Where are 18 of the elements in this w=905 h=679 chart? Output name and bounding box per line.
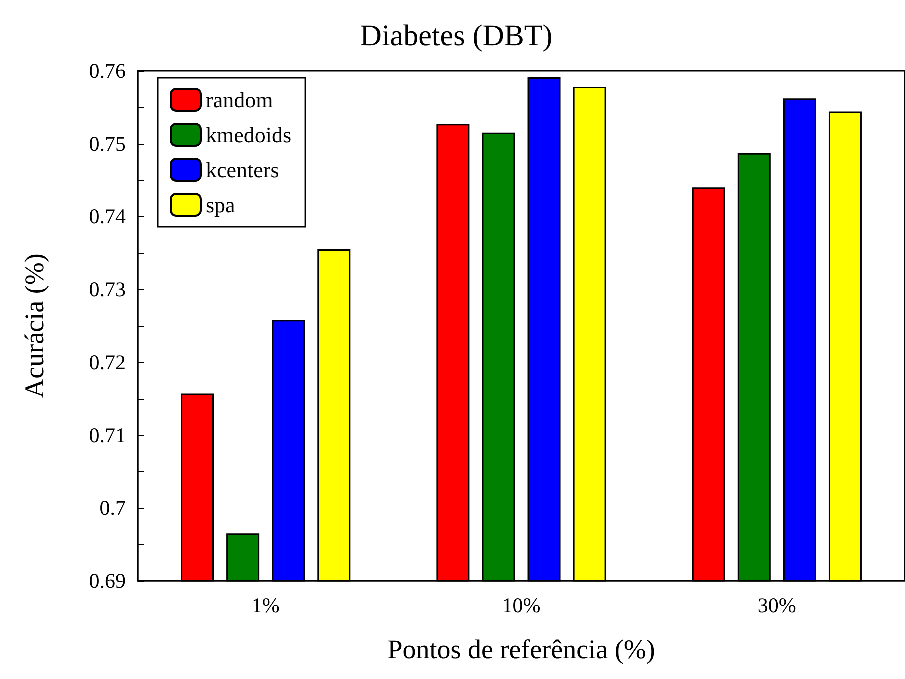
legend-label: kmedoids: [206, 122, 292, 148]
x-tick-label: 30%: [758, 594, 796, 618]
legend-label: spa: [206, 192, 236, 218]
y-tick-label: 0.72: [89, 350, 126, 374]
y-tick-label: 0.73: [89, 278, 126, 302]
chart-title: Diabetes (DBT): [360, 20, 553, 52]
y-tick-label: 0.74: [89, 204, 126, 229]
x-tick-label: 1%: [252, 594, 280, 618]
y-axis-title: Acurácia (%): [20, 254, 50, 398]
legend-label: random: [206, 88, 274, 112]
y-tick-label: 0.69: [89, 569, 126, 593]
x-tick-label: 10%: [502, 594, 541, 618]
x-axis-title: Pontos de referência (%): [388, 634, 656, 664]
legend-label: kcenters: [206, 158, 280, 182]
y-tick-label: 0.75: [89, 132, 126, 156]
y-tick-label: 0.7: [100, 496, 126, 520]
y-tick-label: 0.71: [89, 423, 126, 448]
y-tick-label: 0.76: [89, 59, 126, 83]
